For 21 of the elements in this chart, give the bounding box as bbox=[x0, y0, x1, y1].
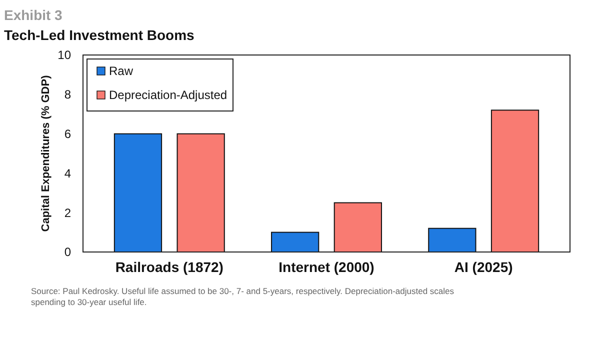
y-tick-label: 10 bbox=[58, 48, 72, 62]
y-axis-title: Capital Expenditures (% GDP) bbox=[40, 74, 52, 232]
x-tick-label: Internet (2000) bbox=[278, 259, 374, 275]
y-tick-label: 0 bbox=[64, 245, 72, 260]
bar bbox=[114, 133, 162, 252]
chart-title: Exhibit 3 bbox=[4, 7, 63, 23]
y-tick-label: 6 bbox=[64, 127, 72, 141]
y-tick-label: 8 bbox=[64, 88, 72, 102]
x-tick-label: AI (2025) bbox=[454, 259, 513, 275]
legend-label: Depreciation-Adjusted bbox=[109, 88, 228, 102]
bar bbox=[271, 232, 320, 252]
source-note: Source: Paul Kedrosky. Useful life assumed to be 30-, 7- and 5-years, respectively. Depreciation-adjusted scales spending to 30-year useful life. bbox=[31, 286, 454, 307]
y-tick-label: 4 bbox=[64, 166, 72, 180]
x-tick-label: Railroads (1872) bbox=[115, 259, 224, 275]
bar bbox=[490, 110, 540, 252]
bar bbox=[428, 228, 476, 252]
bar bbox=[176, 133, 225, 252]
bar bbox=[334, 202, 382, 252]
chart-subtitle: Tech-Led Investment Booms bbox=[4, 27, 195, 43]
y-tick-label: 2 bbox=[64, 206, 72, 220]
legend-label: Raw bbox=[109, 64, 134, 78]
